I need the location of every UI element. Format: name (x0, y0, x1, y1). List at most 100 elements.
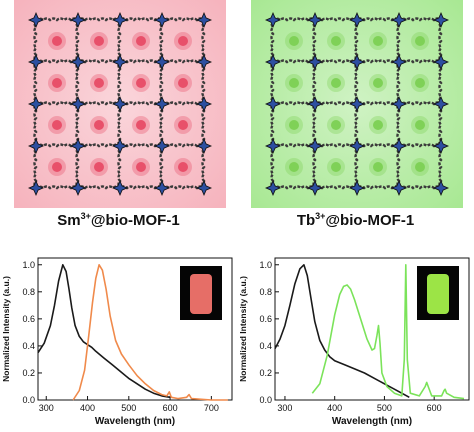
sm-ytick-label-3: 0.6 (22, 314, 35, 324)
tb-node-2-0 (348, 11, 366, 29)
sm-node-4-0 (195, 11, 213, 29)
sm-pore-ion-1-0 (94, 36, 104, 46)
sm-xtick-label-4: 700 (204, 403, 219, 413)
sm-pore-ion-0-3 (52, 162, 62, 172)
tb-pore-ion-3-1 (415, 78, 425, 88)
tb-pore-ion-2-2 (373, 120, 383, 130)
tb-node-0-0 (264, 11, 282, 29)
tb-node-2-1 (348, 53, 366, 71)
sm-node-0-4 (27, 179, 45, 197)
sm-node-3-2 (153, 95, 171, 113)
tb-series-0-line (274, 264, 410, 399)
tb-xtick-label-2: 500 (377, 403, 392, 413)
sm-node-4-4 (195, 179, 213, 197)
tb-node-3-0 (390, 11, 408, 29)
tb-mof-image (251, 0, 463, 208)
tb-node-4-1 (432, 53, 450, 71)
sm-pore-ion-2-0 (136, 36, 146, 46)
sm-node-2-3 (111, 137, 129, 155)
sm-node-4-1 (195, 53, 213, 71)
sm-node-2-2 (111, 95, 129, 113)
tb-mof-structure-graphic (251, 0, 463, 208)
sm-xtick-label-2: 500 (121, 403, 136, 413)
tb-caption: Tb3+@bio-MOF-1 (237, 211, 474, 229)
sm-node-2-4 (111, 179, 129, 197)
sm-ytick-label-1: 0.2 (22, 368, 35, 378)
sm-xtick-label-0: 300 (39, 403, 54, 413)
sm-pore-ion-3-2 (178, 120, 188, 130)
tb-node-0-1 (264, 53, 282, 71)
sm-node-1-0 (69, 11, 87, 29)
sm-pore-ion-1-1 (94, 78, 104, 88)
sm-node-2-1 (111, 53, 129, 71)
tb-node-0-4 (264, 179, 282, 197)
tb-yaxis-label: Normalized Intensity (a.u.) (238, 276, 248, 382)
tb-node-1-2 (306, 95, 324, 113)
tb-node-1-1 (306, 53, 324, 71)
sm-node-1-3 (69, 137, 87, 155)
sm-node-0-0 (27, 11, 45, 29)
sm-node-3-1 (153, 53, 171, 71)
tb-node-3-3 (390, 137, 408, 155)
tb-pore-ion-0-3 (289, 162, 299, 172)
tb-ytick-label-0: 0.0 (259, 395, 272, 405)
tb-xtick-label-1: 400 (327, 403, 342, 413)
tb-node-2-4 (348, 179, 366, 197)
sm-node-3-4 (153, 179, 171, 197)
tb-pore-ion-1-2 (331, 120, 341, 130)
sm-node-2-0 (111, 11, 129, 29)
tb-node-1-3 (306, 137, 324, 155)
tb-caption-element: Tb (296, 212, 316, 229)
sm-node-1-2 (69, 95, 87, 113)
sm-xtick-label-3: 600 (163, 403, 178, 413)
sm-pore-ion-2-2 (136, 120, 146, 130)
sm-pore-ion-3-0 (178, 36, 188, 46)
tb-pore-ion-1-3 (331, 162, 341, 172)
tb-xtick-label-0: 300 (277, 403, 292, 413)
sm-spectrum-chart: 300 400 500 600 700 0.0 0.2 0.4 0.6 0.8 1.0 Wavelen… (1, 257, 233, 427)
tb-pore-ion-0-1 (289, 78, 299, 88)
sm-xaxis-label: Wavelength (nm) (95, 416, 175, 427)
sm-pore-ion-0-2 (52, 120, 62, 130)
tb-pore-ion-3-0 (415, 36, 425, 46)
sm-pore-ion-2-3 (136, 162, 146, 172)
tb-node-4-4 (432, 179, 450, 197)
sm-pore-ion-0-1 (52, 78, 62, 88)
tb-node-4-0 (432, 11, 450, 29)
sm-node-0-2 (27, 95, 45, 113)
sm-node-1-1 (69, 53, 87, 71)
tb-pore-ion-2-1 (373, 78, 383, 88)
tb-ytick-label-1: 0.2 (259, 368, 272, 378)
tb-pore-ion-0-0 (289, 36, 299, 46)
tb-pore-ion-2-3 (373, 162, 383, 172)
tb-xtick-label-3: 600 (427, 403, 442, 413)
sm-node-0-1 (27, 53, 45, 71)
tb-node-1-0 (306, 11, 324, 29)
tb-node-0-3 (264, 137, 282, 155)
tb-ytick-label-3: 0.6 (259, 314, 272, 324)
sm-pore-ion-3-3 (178, 162, 188, 172)
sm-yaxis-label: Normalized Intensity (a.u.) (1, 276, 11, 382)
sm-xtick-label-1: 400 (80, 403, 95, 413)
sm-caption-charge: 3+ (80, 211, 91, 221)
tb-caption-suffix: @bio-MOF-1 (325, 212, 415, 229)
tb-pore-ion-3-3 (415, 162, 425, 172)
tb-vial-glow (427, 274, 449, 314)
tb-node-4-2 (432, 95, 450, 113)
tb-ytick-label-5: 1.0 (259, 260, 272, 270)
tb-node-1-4 (306, 179, 324, 197)
sm-vial-glow (190, 274, 212, 314)
tb-node-3-1 (390, 53, 408, 71)
sm-series-0-line (37, 264, 171, 399)
sm-ytick-label-2: 0.4 (22, 341, 35, 351)
tb-pore-ion-0-2 (289, 120, 299, 130)
tb-node-3-4 (390, 179, 408, 197)
sm-node-4-2 (195, 95, 213, 113)
tb-node-4-3 (432, 137, 450, 155)
sm-caption: Sm3+@bio-MOF-1 (0, 211, 237, 229)
tb-ytick-label-2: 0.4 (259, 341, 272, 351)
sm-pore-ion-1-2 (94, 120, 104, 130)
sm-mof-structure-graphic (14, 0, 226, 208)
tb-caption-charge: 3+ (315, 211, 326, 221)
sm-ytick-label-5: 1.0 (22, 260, 35, 270)
